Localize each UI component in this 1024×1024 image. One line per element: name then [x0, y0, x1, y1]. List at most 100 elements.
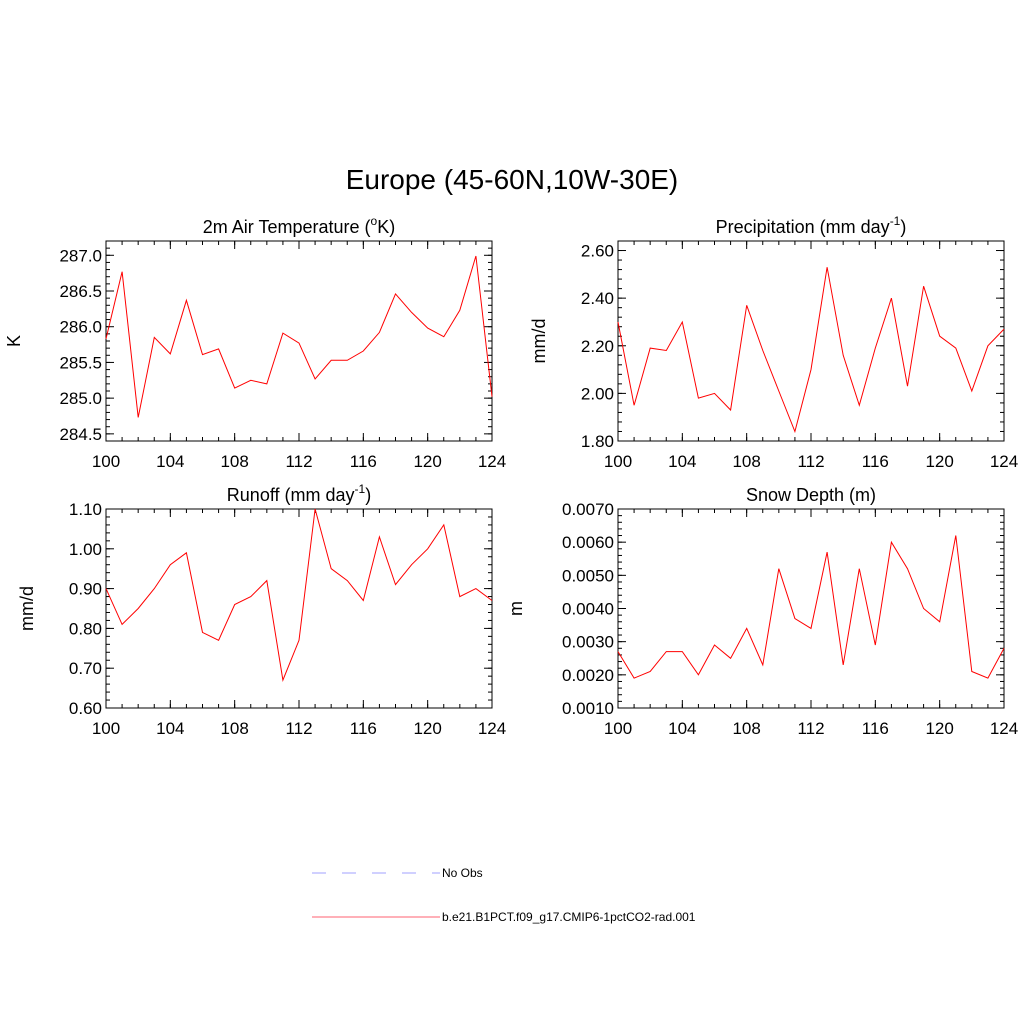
series-line — [617, 267, 1005, 434]
data-point — [730, 409, 732, 411]
data-point — [858, 404, 860, 406]
data-point — [746, 628, 748, 630]
data-point — [395, 584, 397, 586]
data-point — [105, 338, 107, 340]
x-tick-label: 108 — [732, 452, 760, 471]
data-point — [186, 299, 188, 301]
y-tick-label: 1.10 — [69, 500, 102, 519]
data-point — [875, 347, 877, 349]
data-point — [250, 596, 252, 598]
y-tick-label: 0.60 — [69, 699, 102, 718]
data-point — [939, 621, 941, 623]
data-point — [234, 387, 236, 389]
main-title: Europe (45-60N,10W-30E) — [345, 164, 679, 195]
data-point — [730, 657, 732, 659]
y-tick-label: 0.70 — [69, 659, 102, 678]
legend-label: b.e21.B1PCT.f09_g17.CMIP6-1pctCO2-rad.00… — [442, 910, 696, 924]
data-point — [1003, 328, 1005, 330]
data-point — [475, 588, 477, 590]
y-tick-label: 287.0 — [59, 246, 102, 265]
x-tick-label: 116 — [862, 719, 889, 738]
data-point — [443, 524, 445, 526]
y-tick-label: 2.20 — [581, 337, 614, 356]
x-tick-label: 108 — [220, 452, 248, 471]
data-point — [330, 359, 332, 361]
data-point — [137, 417, 139, 419]
data-point — [762, 664, 764, 666]
data-point — [778, 390, 780, 392]
data-point — [298, 342, 300, 344]
y-tick-label: 1.80 — [581, 432, 614, 451]
data-point — [379, 332, 381, 334]
legend: No Obs b.e21.B1PCT.f09_g17.CMIP6-1pctCO2-… — [312, 866, 696, 924]
x-tick-label: 116 — [350, 452, 377, 471]
data-point — [266, 580, 268, 582]
y-axis-label: mm/d — [17, 586, 37, 631]
y-tick-label: 0.0010 — [562, 699, 614, 718]
data-point — [698, 397, 700, 399]
data-point — [427, 327, 429, 329]
data-point — [105, 588, 107, 590]
x-tick-label: 120 — [413, 719, 441, 738]
x-tick-label: 100 — [604, 719, 632, 738]
x-tick-label: 112 — [285, 719, 312, 738]
data-point — [714, 393, 716, 395]
data-point — [907, 568, 909, 570]
data-point — [923, 608, 925, 610]
y-axis-label: mm/d — [529, 319, 549, 364]
y-tick-label: 0.0070 — [562, 500, 614, 519]
x-tick-label: 100 — [604, 452, 632, 471]
y-tick-label: 286.5 — [59, 282, 102, 301]
x-tick-label: 112 — [285, 452, 312, 471]
y-tick-label: 0.80 — [69, 619, 102, 638]
series-line — [105, 255, 493, 418]
data-point — [858, 568, 860, 570]
y-tick-label: 285.0 — [59, 389, 102, 408]
y-tick-label: 0.0030 — [562, 633, 614, 652]
x-tick-label: 116 — [350, 719, 377, 738]
data-point — [907, 385, 909, 387]
data-point — [810, 628, 812, 630]
data-point — [314, 508, 316, 510]
data-point — [698, 674, 700, 676]
panel-title: Precipitation (mm day-1) — [716, 214, 907, 237]
data-point — [137, 608, 139, 610]
data-point — [491, 396, 493, 398]
data-point — [665, 651, 667, 653]
data-point — [427, 548, 429, 550]
data-point — [443, 336, 445, 338]
plot-frame — [617, 508, 1005, 709]
data-point — [665, 350, 667, 352]
x-tick-label: 124 — [990, 452, 1018, 471]
data-point — [955, 535, 957, 537]
y-tick-label: 284.5 — [59, 425, 102, 444]
y-axis-label: m — [506, 601, 526, 616]
data-point — [939, 335, 941, 337]
x-tick-label: 100 — [92, 452, 120, 471]
data-point — [202, 632, 204, 634]
data-point — [153, 337, 155, 339]
data-point — [923, 285, 925, 287]
y-axis-label: K — [4, 335, 24, 347]
x-tick-label: 112 — [797, 452, 824, 471]
data-point — [842, 354, 844, 356]
data-point — [266, 383, 268, 385]
data-point — [121, 624, 123, 626]
y-tick-label: 0.0040 — [562, 600, 614, 619]
y-tick-label: 0.0050 — [562, 566, 614, 585]
data-point — [826, 266, 828, 268]
y-tick-label: 2.00 — [581, 384, 614, 403]
data-point — [633, 404, 635, 406]
y-tick-label: 0.90 — [69, 580, 102, 599]
data-point — [363, 600, 365, 602]
data-point — [633, 677, 635, 679]
data-point — [282, 679, 284, 681]
data-point — [794, 618, 796, 620]
y-tick-label: 2.40 — [581, 289, 614, 308]
data-point — [842, 664, 844, 666]
y-tick-label: 0.0060 — [562, 533, 614, 552]
data-point — [682, 651, 684, 653]
x-tick-label: 104 — [156, 452, 184, 471]
data-point — [987, 345, 989, 347]
